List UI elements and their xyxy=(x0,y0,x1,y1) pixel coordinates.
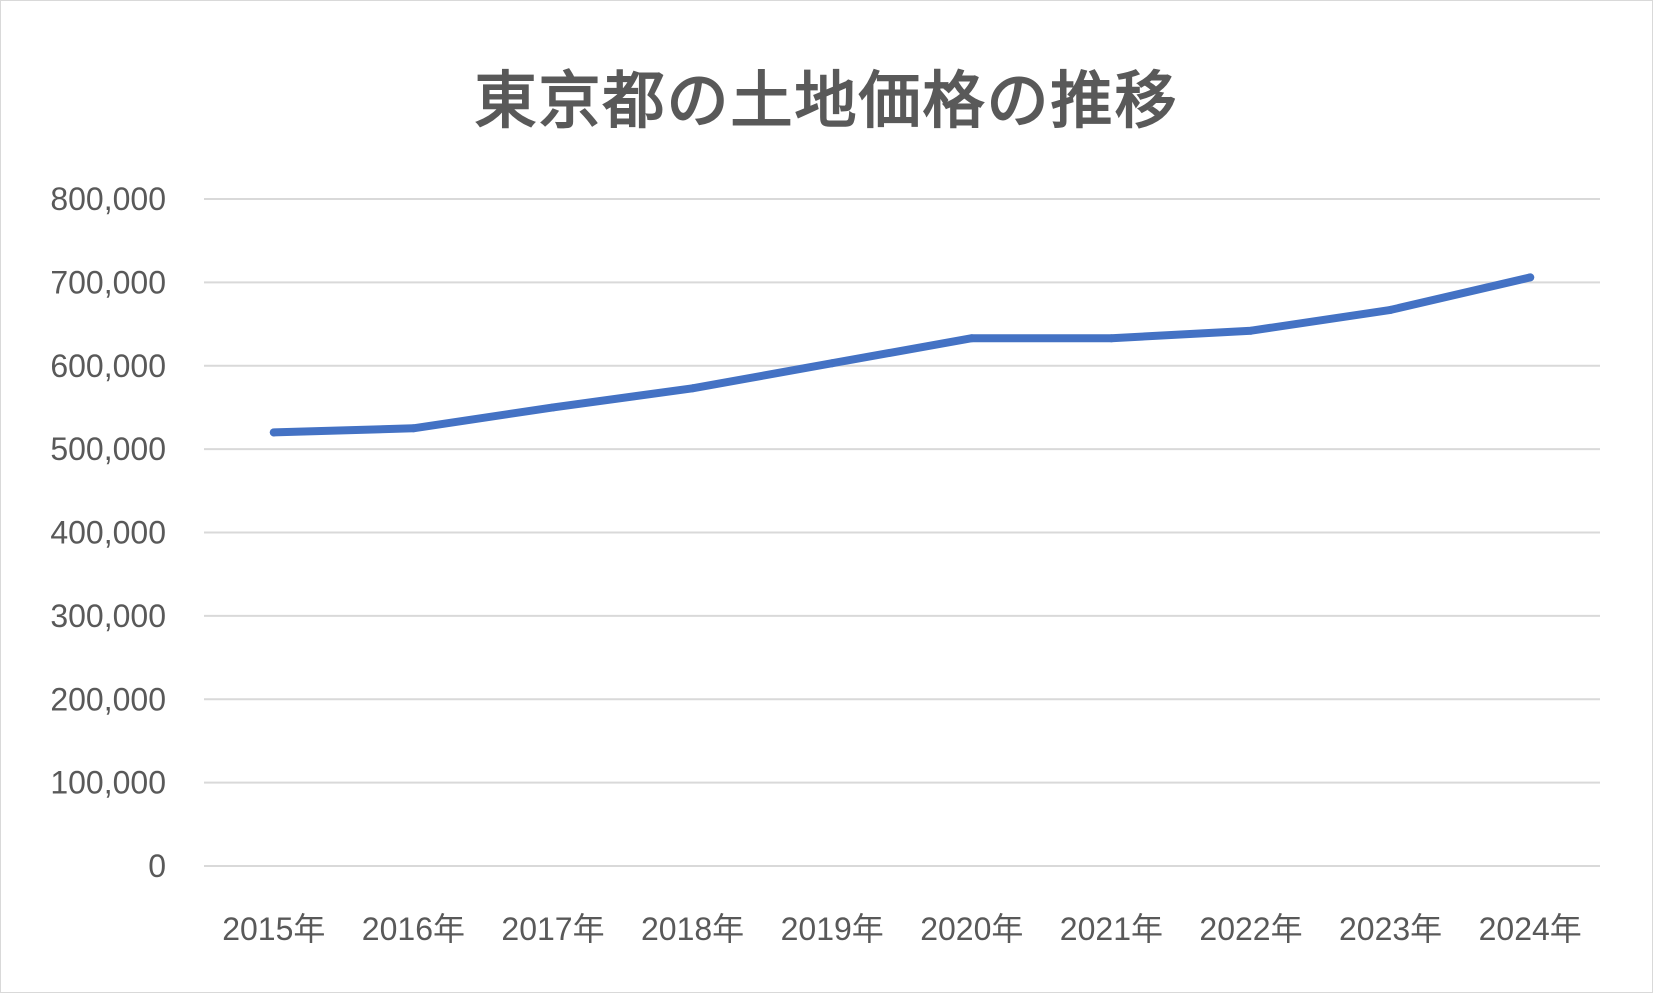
x-tick-label: 2023年 xyxy=(1339,911,1442,947)
y-tick-label: 700,000 xyxy=(50,264,166,300)
x-tick-label: 2020年 xyxy=(920,911,1023,947)
data-point xyxy=(1386,305,1395,314)
data-point xyxy=(549,403,557,412)
x-tick-label: 2018年 xyxy=(641,911,744,947)
y-tick-label: 800,000 xyxy=(50,181,166,217)
data-point xyxy=(269,428,278,437)
y-tick-label: 200,000 xyxy=(50,681,166,717)
y-tick-label: 100,000 xyxy=(50,765,166,801)
x-tick-label: 2015年 xyxy=(222,911,325,947)
x-tick-label: 2024年 xyxy=(1479,911,1582,947)
y-tick-label: 0 xyxy=(148,848,166,884)
data-point xyxy=(967,334,976,343)
y-axis-tick-labels: 0 100,000 200,000 300,000 400,000 500,000 600,… xyxy=(50,181,166,884)
x-tick-label: 2021年 xyxy=(1060,911,1163,947)
data-point xyxy=(828,359,837,368)
data-point xyxy=(1247,326,1255,335)
gridlines xyxy=(204,198,1600,867)
data-point xyxy=(1107,334,1116,343)
chart-title: 東京都の土地価格の推移 xyxy=(474,64,1179,137)
y-tick-label: 300,000 xyxy=(50,598,166,634)
y-tick-label: 600,000 xyxy=(50,348,166,384)
x-tick-label: 2022年 xyxy=(1199,911,1302,947)
data-point xyxy=(409,424,418,433)
y-tick-label: 400,000 xyxy=(50,515,166,551)
x-axis-tick-labels: 2015年 2016年 2017年 2018年 2019年 2020年 2021年 2022年… xyxy=(222,911,1582,947)
x-tick-label: 2016年 xyxy=(362,911,465,947)
data-point xyxy=(1526,273,1535,282)
x-tick-label: 2019年 xyxy=(781,911,884,947)
series-layer xyxy=(269,273,1535,437)
data-point xyxy=(688,384,697,393)
x-tick-label: 2017年 xyxy=(501,911,604,947)
y-tick-label: 500,000 xyxy=(50,431,166,467)
series-line xyxy=(269,273,1535,437)
